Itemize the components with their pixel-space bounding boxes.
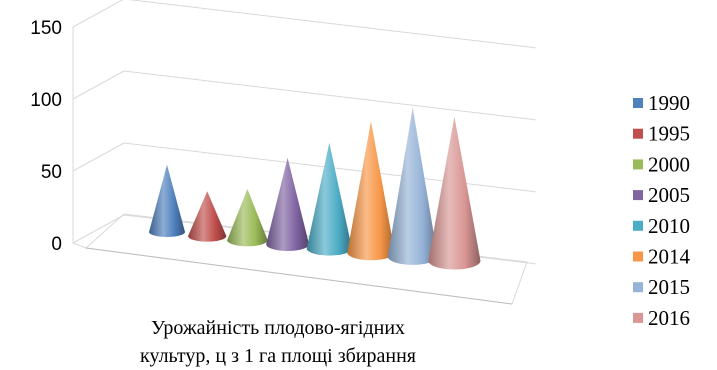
data-cones: [149, 107, 481, 270]
legend-label-1995: 1995: [648, 122, 690, 146]
cone-2015: [387, 107, 438, 265]
legend-label-1990: 1990: [648, 91, 690, 115]
cone-2000: [227, 189, 268, 247]
legend-swatch-1995: [633, 128, 643, 139]
legend-label-2000: 2000: [648, 152, 690, 176]
legend-item-2010: 2010: [633, 214, 690, 238]
legend-item-2005: 2005: [633, 183, 690, 207]
gridline-100: [72, 70, 537, 121]
floor-front-edge: [85, 247, 513, 305]
y-tick-label-100: 100: [30, 90, 62, 111]
cone-2014: [347, 121, 395, 261]
cone-2005: [266, 157, 310, 251]
x-axis-label-line-2: культур, ц з 1 га площі збирання: [140, 345, 416, 367]
gridline-50: [72, 142, 537, 193]
legend-swatch-2014: [633, 251, 643, 262]
cone-1990: [149, 164, 185, 237]
x-axis-label-line-1: Урожайність плодово-ягідних: [151, 317, 405, 339]
legend-label-2010: 2010: [648, 214, 690, 238]
x-axis-label: Урожайність плодово-ягідних культур, ц з…: [140, 317, 416, 367]
cone-2010: [306, 142, 352, 256]
y-tick-label-50: 50: [41, 162, 62, 183]
y-axis-tick-labels: 0 50 100 150: [30, 18, 62, 255]
legend-swatch-2005: [633, 190, 643, 201]
side-wall-edge: [72, 27, 87, 249]
legend-swatch-2010: [633, 220, 643, 231]
gridline-150: [72, 0, 537, 49]
legend-label-2014: 2014: [648, 245, 691, 269]
cone-2016: [428, 116, 481, 270]
legend-label-2005: 2005: [648, 183, 690, 207]
legend-item-2015: 2015: [633, 275, 690, 299]
legend-swatch-1990: [633, 98, 643, 108]
cone-1995: [188, 191, 227, 242]
y-tick-label-150: 150: [30, 18, 62, 39]
legend-swatch-2000: [633, 159, 643, 170]
legend: 1990 1995 2000 2005 2010 2014 2015 2016: [633, 91, 691, 330]
legend-item-1990: 1990: [633, 91, 690, 115]
legend-label-2015: 2015: [648, 275, 690, 299]
legend-swatch-2016: [633, 312, 643, 323]
legend-label-2016: 2016: [648, 306, 690, 330]
legend-item-1995: 1995: [633, 122, 690, 146]
legend-item-2000: 2000: [633, 152, 690, 176]
y-tick-label-0: 0: [51, 234, 62, 255]
legend-item-2016: 2016: [633, 306, 690, 330]
legend-swatch-2015: [633, 282, 643, 293]
legend-item-2014: 2014: [633, 245, 691, 269]
